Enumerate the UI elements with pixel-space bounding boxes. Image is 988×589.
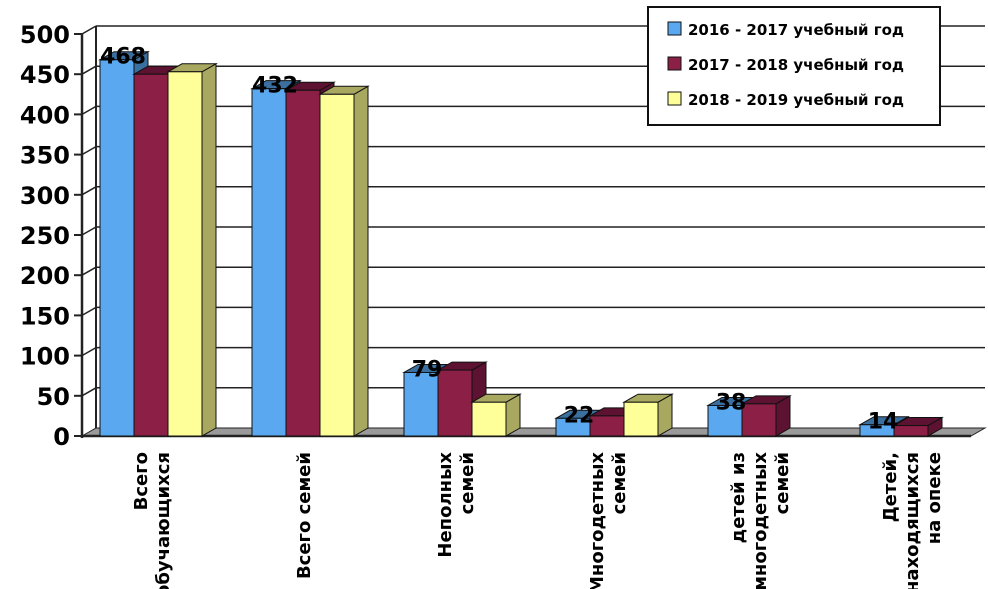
y-tick-label: 50 (37, 383, 70, 411)
legend-label: 2017 - 2018 учебный год (688, 56, 904, 74)
x-tick-label: Всего семей (294, 452, 315, 579)
grid-diagonal (81, 65, 97, 75)
bars (98, 50, 944, 437)
x-tick-label-line: Детей, (880, 452, 901, 522)
data-label: 14 (868, 410, 899, 435)
data-label: 22 (564, 403, 595, 428)
x-tick-label: Многодетныхсемей (587, 452, 630, 589)
legend-box (647, 6, 941, 126)
bar (892, 416, 944, 437)
y-tick-label: 100 (20, 343, 70, 371)
legend-label: 2018 - 2019 учебный год (688, 91, 904, 109)
legend: 2016 - 2017 учебный год 2017 - 2018 учебн… (647, 6, 941, 126)
data-label: 38 (716, 390, 747, 415)
x-tick-label-line: обучающихся (153, 452, 174, 589)
x-tick-label-line: Всего (131, 452, 152, 510)
x-tick-label-line: многодетных (750, 452, 771, 589)
legend-swatch (667, 91, 682, 106)
x-tick-label-line: семей (772, 452, 793, 514)
y-tick-label: 200 (20, 262, 70, 290)
x-tick-label: детей измногодетныхсемей (728, 452, 793, 589)
bar-side (353, 85, 369, 437)
bar-front (437, 369, 473, 437)
y-tick-label: 500 (20, 21, 70, 49)
bar-front (471, 401, 507, 437)
grid-diagonal (81, 25, 97, 35)
legend-swatch (667, 56, 682, 71)
x-axis-labels: Всегообучающихся Всего семей Неполныхсемей… (131, 452, 945, 589)
y-tick-label: 150 (20, 302, 70, 330)
x-tick-label: Детей,находящихсяна опеке (880, 452, 945, 589)
data-labels: 468 432 79 22 38 14 (100, 45, 898, 435)
grid-diagonal (81, 387, 97, 397)
bar-front (251, 88, 287, 437)
y-tick-label: 450 (20, 61, 70, 89)
bar-front (741, 403, 777, 437)
bar-front (319, 93, 355, 437)
x-tick-label-line: Неполных (435, 452, 456, 558)
grid-diagonal (81, 266, 97, 276)
grid-diagonal (81, 346, 97, 357)
x-tick-label: Неполныхсемей (435, 452, 478, 558)
y-tick-label: 0 (53, 423, 70, 451)
bar (622, 393, 674, 437)
y-tick-label: 350 (20, 142, 70, 170)
x-tick-label-line: Всего семей (294, 452, 315, 579)
bar-front (133, 73, 169, 437)
legend-swatch (667, 21, 682, 36)
x-tick-label-line: детей из (728, 452, 749, 543)
legend-label: 2016 - 2017 учебный год (688, 21, 904, 39)
bar-front (623, 401, 659, 437)
grid-diagonal (81, 145, 97, 156)
bar (166, 62, 218, 437)
grid-diagonal (81, 226, 97, 236)
bar-front (403, 371, 439, 437)
x-tick-label-line: на опеке (924, 452, 945, 544)
bar-side (201, 62, 217, 437)
grid-diagonal (81, 186, 97, 196)
y-tick-label: 250 (20, 222, 70, 250)
x-tick-label-line: семей (457, 452, 478, 514)
data-label: 432 (252, 74, 298, 99)
bar-front (589, 415, 625, 437)
grid-diagonal (81, 306, 97, 317)
bar (318, 85, 370, 437)
bar-front (99, 59, 135, 437)
bar-front (167, 71, 203, 437)
x-tick-label-line: Многодетных (587, 452, 608, 589)
bar (470, 393, 522, 437)
y-tick-label: 400 (20, 101, 70, 129)
grid-diagonal (81, 105, 97, 116)
bar-front (285, 89, 321, 437)
data-label: 468 (100, 45, 146, 70)
x-tick-label: Всегообучающихся (131, 452, 174, 589)
bar (740, 394, 792, 437)
x-tick-label-line: находящихся (902, 452, 923, 589)
bar-front (893, 425, 929, 437)
y-axis: 0 50 100 150 200 250 300 350 400 450 500 (20, 21, 971, 451)
y-tick-label: 300 (20, 182, 70, 210)
data-label: 79 (412, 357, 443, 382)
x-tick-label-line: семей (609, 452, 630, 514)
